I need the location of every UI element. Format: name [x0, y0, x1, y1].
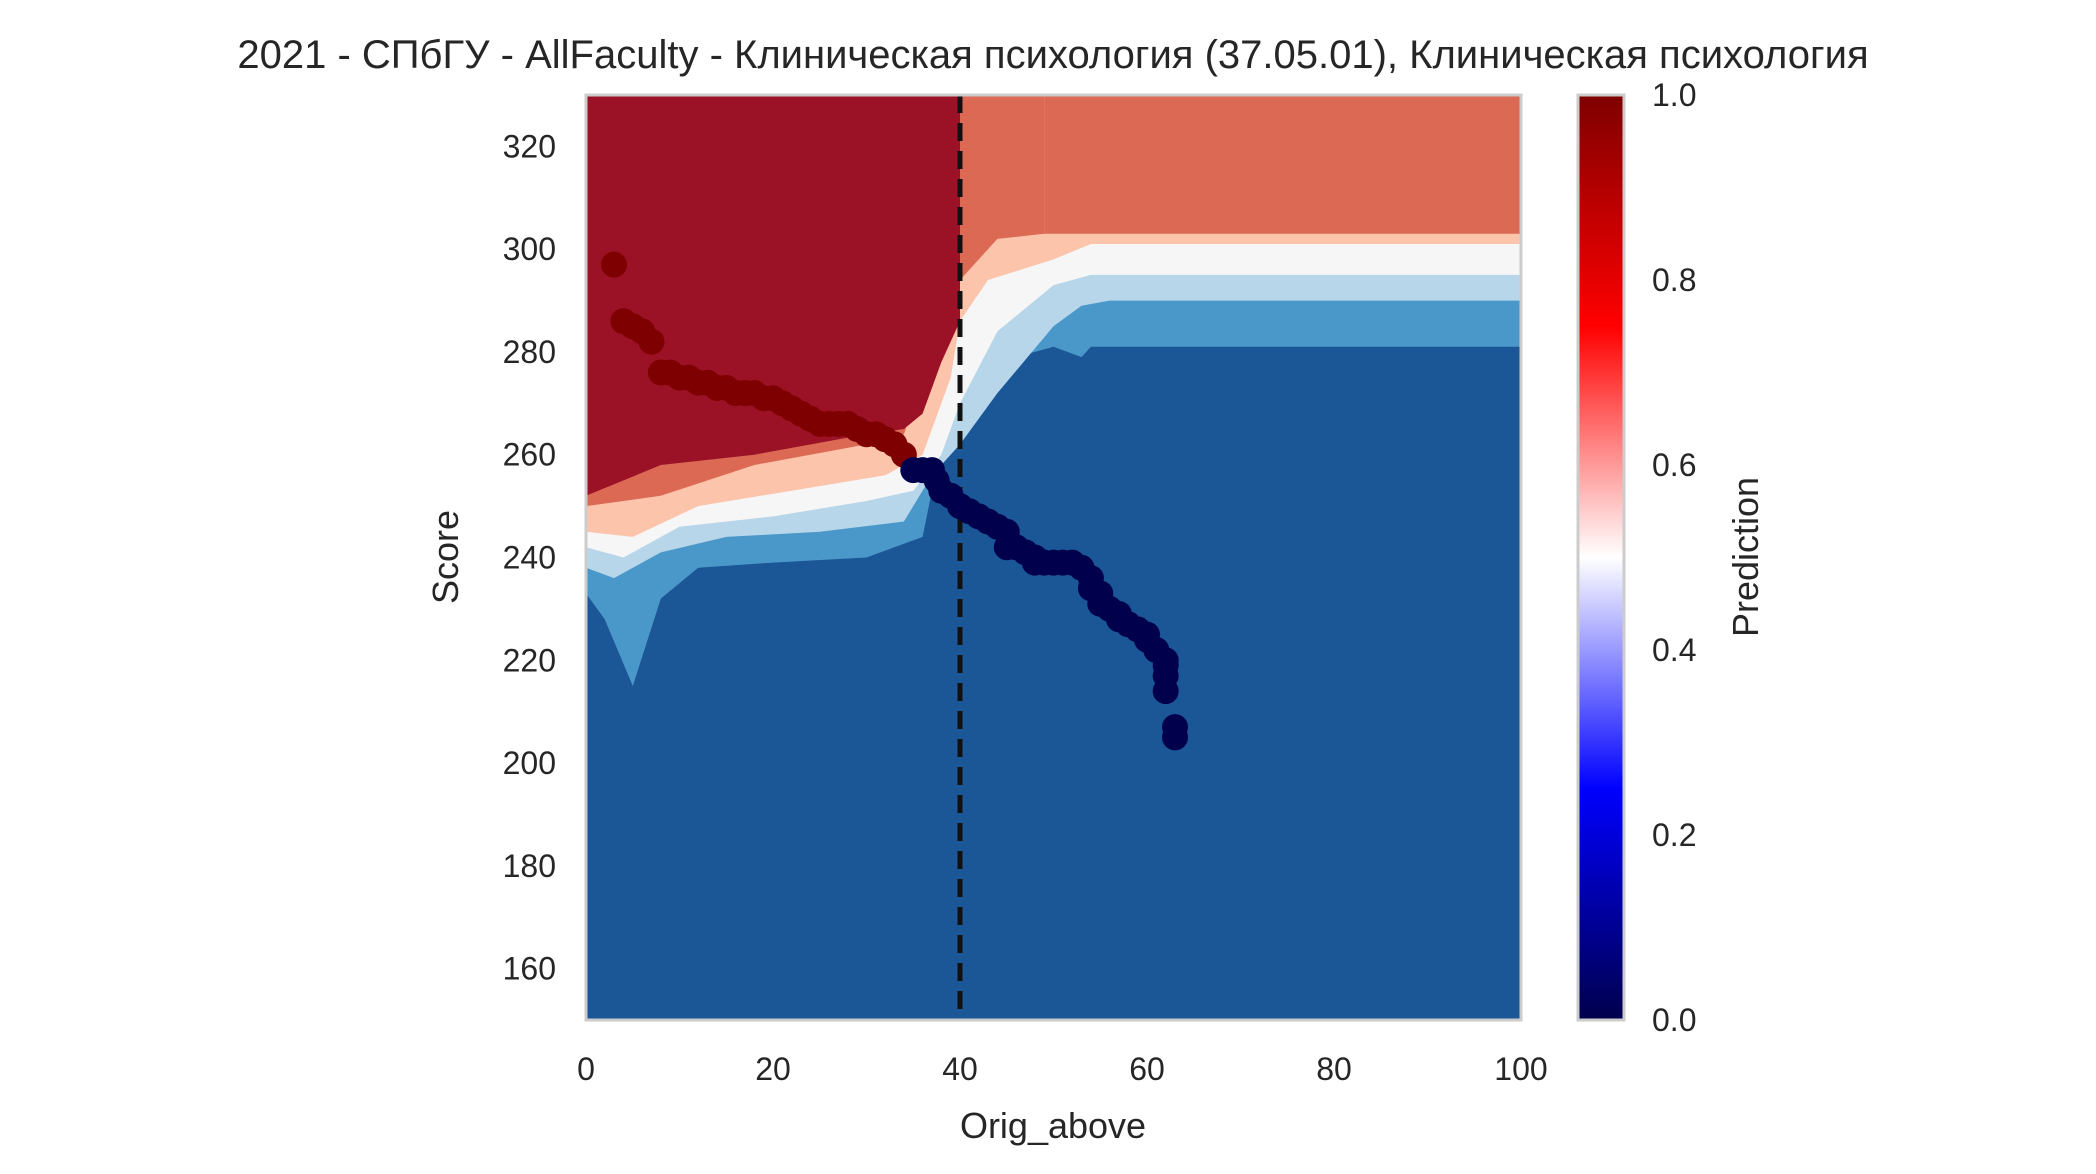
- y-tick-label: 160: [503, 951, 556, 987]
- contour-region-7: [1044, 95, 1521, 234]
- x-tick-label: 40: [942, 1051, 978, 1087]
- point-series1-39: [1162, 724, 1188, 751]
- y-tick-label: 220: [503, 642, 556, 678]
- x-tick-label: 80: [1316, 1051, 1352, 1087]
- point-series0-4: [638, 328, 665, 355]
- contour-region-6: [586, 95, 960, 496]
- y-tick-label: 300: [503, 231, 556, 267]
- plot-frame: [584, 93, 1523, 1022]
- colorbar-tick-label: 0.0: [1652, 1002, 1696, 1038]
- y-tick-label: 320: [503, 128, 556, 164]
- x-tick-label: 100: [1494, 1051, 1547, 1087]
- point-series0-0: [601, 251, 627, 278]
- x-axis-label: Orig_above: [960, 1105, 1146, 1146]
- colorbar-tick-label: 0.6: [1652, 447, 1696, 483]
- x-tick-label: 60: [1129, 1051, 1165, 1087]
- y-axis-ticks: 160 180 200 220 240 260 280 300 320: [503, 128, 556, 986]
- y-tick-label: 200: [503, 745, 556, 781]
- y-tick-label: 260: [503, 437, 556, 473]
- y-axis-label: Score: [425, 510, 466, 604]
- point-series1-37: [1152, 678, 1179, 705]
- scatter-points: [601, 251, 1188, 751]
- y-tick-label: 280: [503, 334, 556, 370]
- plot-area: [584, 93, 1523, 1022]
- colorbar: 0.0 0.2 0.4 0.6 0.8 1.0 Prediction: [1576, 77, 1766, 1038]
- colorbar-label: Prediction: [1725, 477, 1766, 637]
- colorbar-gradient: [1576, 93, 1626, 1022]
- x-axis-ticks: 0 20 40 60 80 100: [577, 1051, 1548, 1087]
- colorbar-ticks: 0.0 0.2 0.4 0.6 0.8 1.0: [1652, 77, 1696, 1038]
- x-tick-label: 20: [755, 1051, 791, 1087]
- colorbar-tick-label: 0.8: [1652, 262, 1696, 298]
- colorbar-tick-label: 1.0: [1652, 77, 1696, 113]
- y-tick-label: 240: [503, 540, 556, 576]
- x-tick-label: 0: [577, 1051, 595, 1087]
- colorbar-tick-label: 0.2: [1652, 817, 1696, 853]
- chart-title: 2021 - СПбГУ - AllFaculty - Клиническая …: [237, 33, 1868, 77]
- colorbar-tick-label: 0.4: [1652, 632, 1696, 668]
- y-tick-label: 180: [503, 848, 556, 884]
